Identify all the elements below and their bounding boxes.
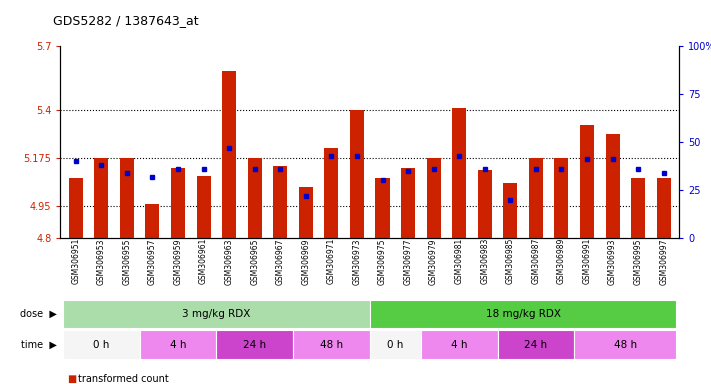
Text: transformed count: transformed count	[78, 374, 169, 384]
Text: 18 mg/kg RDX: 18 mg/kg RDX	[486, 309, 560, 319]
Text: GSM306975: GSM306975	[378, 238, 387, 285]
Text: GSM306963: GSM306963	[225, 238, 234, 285]
Text: 4 h: 4 h	[451, 339, 467, 350]
Bar	[631, 178, 645, 238]
Text: GSM306983: GSM306983	[480, 238, 489, 285]
Text: GSM306957: GSM306957	[148, 238, 157, 285]
Bar	[478, 170, 492, 238]
Text: time  ▶: time ▶	[21, 339, 57, 350]
Bar	[555, 158, 569, 238]
Text: GDS5282 / 1387643_at: GDS5282 / 1387643_at	[53, 14, 199, 27]
Text: GSM306977: GSM306977	[404, 238, 412, 285]
Text: GSM306965: GSM306965	[250, 238, 260, 285]
Bar	[401, 168, 415, 238]
Bar	[146, 204, 159, 238]
Bar	[63, 330, 139, 359]
Bar	[222, 71, 236, 238]
Text: GSM306981: GSM306981	[454, 238, 464, 284]
Text: GSM306989: GSM306989	[557, 238, 566, 285]
Bar	[375, 178, 390, 238]
Text: GSM306971: GSM306971	[327, 238, 336, 285]
Text: GSM306967: GSM306967	[276, 238, 285, 285]
Bar	[324, 149, 338, 238]
Bar	[574, 330, 676, 359]
Text: GSM306973: GSM306973	[353, 238, 361, 285]
Bar	[580, 125, 594, 238]
Bar	[452, 108, 466, 238]
Text: ■: ■	[68, 374, 77, 384]
Bar	[370, 330, 421, 359]
Text: GSM306979: GSM306979	[429, 238, 438, 285]
Text: GSM306993: GSM306993	[608, 238, 617, 285]
Bar	[606, 134, 619, 238]
Text: GSM306997: GSM306997	[659, 238, 668, 285]
Text: 0 h: 0 h	[93, 339, 109, 350]
Bar	[529, 158, 543, 238]
Bar	[293, 330, 370, 359]
Text: 3 mg/kg RDX: 3 mg/kg RDX	[182, 309, 250, 319]
Text: 4 h: 4 h	[170, 339, 186, 350]
Text: GSM306959: GSM306959	[173, 238, 183, 285]
Bar	[171, 168, 185, 238]
Bar	[120, 158, 134, 238]
Bar	[350, 110, 364, 238]
Text: GSM306995: GSM306995	[634, 238, 643, 285]
Bar	[139, 330, 216, 359]
Text: 24 h: 24 h	[243, 339, 266, 350]
Bar	[370, 300, 676, 328]
Text: GSM306987: GSM306987	[531, 238, 540, 285]
Bar	[95, 158, 108, 238]
Text: GSM306991: GSM306991	[582, 238, 592, 285]
Bar	[216, 330, 293, 359]
Text: GSM306955: GSM306955	[122, 238, 132, 285]
Text: 24 h: 24 h	[524, 339, 547, 350]
Bar	[657, 178, 670, 238]
Bar	[69, 178, 82, 238]
Bar	[247, 158, 262, 238]
Bar	[427, 158, 441, 238]
Bar	[421, 330, 498, 359]
Text: GSM306985: GSM306985	[506, 238, 515, 285]
Text: GSM306951: GSM306951	[71, 238, 80, 285]
Bar	[196, 176, 210, 238]
Text: 48 h: 48 h	[320, 339, 343, 350]
Bar	[273, 166, 287, 238]
Text: dose  ▶: dose ▶	[20, 309, 57, 319]
Bar	[498, 330, 574, 359]
Text: GSM306961: GSM306961	[199, 238, 208, 285]
Text: GSM306953: GSM306953	[97, 238, 106, 285]
Text: GSM306969: GSM306969	[301, 238, 310, 285]
Bar	[299, 187, 313, 238]
Bar	[63, 300, 370, 328]
Text: 0 h: 0 h	[387, 339, 403, 350]
Bar	[503, 183, 518, 238]
Text: 48 h: 48 h	[614, 339, 637, 350]
